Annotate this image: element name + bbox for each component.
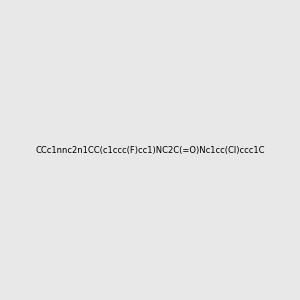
Text: CCc1nnc2n1CC(c1ccc(F)cc1)NC2C(=O)Nc1cc(Cl)ccc1C: CCc1nnc2n1CC(c1ccc(F)cc1)NC2C(=O)Nc1cc(C…: [35, 146, 265, 154]
